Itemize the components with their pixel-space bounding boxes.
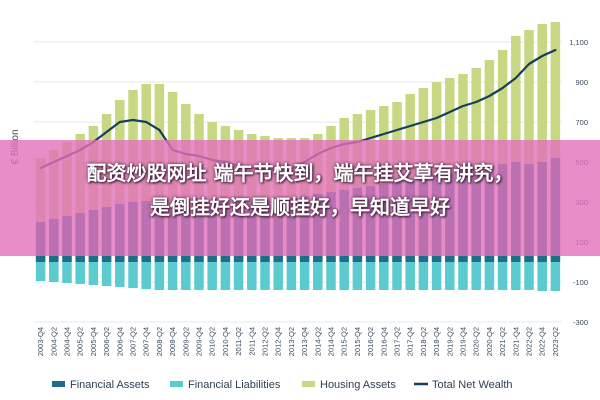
financial-liabilities-bar: [326, 262, 336, 290]
x-tick-label: 2016-Q2: [366, 327, 375, 356]
financial-liabilities-bar: [273, 262, 283, 290]
legend-label: Housing Assets: [320, 379, 396, 391]
financial-liabilities-bar: [75, 262, 85, 284]
x-tick-label: 2019-Q4: [459, 327, 468, 356]
legend-label: Total Net Wealth: [432, 379, 513, 391]
financial-liabilities-bar: [247, 262, 257, 290]
x-tick-label: 2005-Q2: [76, 327, 85, 356]
x-tick-label: 2006-Q2: [102, 327, 111, 356]
x-tick-label: 2009-Q2: [181, 327, 190, 356]
x-axis-ticks: 2003-Q4 2004-Q2 2004-Q4 2005-Q2 2005-Q4 2006-…: [36, 327, 560, 356]
financial-liabilities-bar: [458, 262, 468, 290]
x-tick-label: 2021-Q2: [498, 327, 507, 356]
x-tick-label: 2019-Q2: [445, 327, 454, 356]
financial-liabilities-bar: [88, 262, 99, 285]
overlay-banner-text: 配资炒股网址 端午节快到，端午挂艾草有讲究， 是倒挂好还是顺挂好，早知道早好: [0, 156, 600, 224]
financial-liabilities-bar: [313, 262, 323, 290]
financial-liabilities-bar: [431, 262, 442, 290]
financial-liabilities-bar: [418, 262, 429, 290]
x-tick-label: 2010-Q2: [208, 327, 217, 356]
financial-liabilities-bar: [352, 262, 363, 290]
y-tick-label: -100: [573, 278, 588, 287]
x-tick-label: 2008-Q4: [168, 327, 177, 356]
financial-liabilities-bar: [128, 262, 138, 288]
x-tick-label: 2012-Q4: [274, 327, 283, 356]
y-tick-label: 1,100: [569, 38, 588, 47]
legend: Financial Assets Financial Liabilities Hou…: [52, 379, 513, 391]
financial-liabilities-bar: [405, 262, 415, 290]
x-tick-label: 2021-Q4: [511, 327, 520, 356]
legend-label: Financial Assets: [70, 379, 150, 391]
financial-liabilities-bar: [194, 262, 204, 290]
legend-swatch: [302, 381, 315, 387]
financial-liabilities-bar: [207, 262, 217, 290]
financial-liabilities-bar: [497, 262, 508, 290]
financial-liabilities-bar: [220, 262, 231, 290]
x-tick-label: 2012-Q2: [261, 327, 270, 356]
overlay-banner: [0, 140, 600, 256]
financial-liabilities-bar: [550, 262, 561, 291]
legend-swatch: [52, 381, 65, 387]
x-tick-label: 2017-Q4: [406, 327, 415, 356]
financial-liabilities-bar: [484, 262, 495, 290]
x-tick-label: 2011-Q2: [234, 327, 243, 356]
legend-swatch: [170, 381, 183, 387]
y-tick-label: 900: [575, 78, 588, 87]
financial-liabilities-bar: [115, 262, 125, 287]
financial-liabilities-bar: [141, 262, 151, 289]
x-tick-label: 2020-Q4: [485, 327, 494, 356]
legend-label: Financial Liabilities: [188, 379, 281, 391]
financial-liabilities-bar: [445, 262, 455, 290]
financial-liabilities-bar: [35, 262, 46, 281]
x-tick-label: 2006-Q4: [115, 327, 124, 356]
x-tick-label: 2007-Q4: [142, 327, 151, 356]
financial-liabilities-bar: [49, 262, 59, 282]
financial-liabilities-bar: [62, 262, 72, 283]
x-tick-label: 2008-Q2: [155, 327, 164, 356]
x-tick-label: 2004-Q4: [63, 327, 72, 356]
x-tick-label: 2013-Q2: [287, 327, 296, 356]
financial-liabilities-bar: [154, 262, 165, 290]
financial-liabilities-bar: [299, 262, 310, 290]
x-tick-label: 2023-Q2: [551, 327, 560, 356]
overlay-line-2: 是倒挂好还是顺挂好，早知道早好: [150, 195, 450, 219]
financial-liabilities-bar: [511, 262, 521, 290]
y-tick-label: 700: [575, 118, 588, 127]
x-tick-label: 2020-Q2: [472, 327, 481, 356]
financial-liabilities-bar: [167, 262, 178, 290]
financial-liabilities-bar: [339, 262, 349, 290]
y-tick-label: -300: [573, 318, 588, 327]
x-tick-label: 2010-Q4: [221, 327, 230, 356]
x-tick-label: 2014-Q2: [313, 327, 322, 356]
overlay-line-1: 配资炒股网址 端午节快到，端午挂艾草有讲究，: [86, 161, 514, 185]
financial-liabilities-bar: [181, 262, 191, 290]
x-tick-label: 2016-Q4: [379, 327, 388, 356]
x-tick-label: 2009-Q4: [195, 327, 204, 356]
x-tick-label: 2022-Q2: [525, 327, 534, 356]
financial-liabilities-bar: [537, 262, 547, 291]
x-tick-label: 2013-Q4: [300, 327, 309, 356]
financial-liabilities-bar: [392, 262, 402, 290]
financial-liabilities-bar: [365, 262, 376, 290]
x-tick-label: 2017-Q2: [393, 327, 402, 356]
x-tick-label: 2014-Q4: [327, 327, 336, 356]
financial-liabilities-bar: [233, 262, 244, 290]
financial-liabilities-bar: [524, 262, 534, 290]
financial-liabilities-bar: [471, 262, 481, 290]
x-tick-label: 2015-Q2: [340, 327, 349, 356]
x-tick-label: 2018-Q2: [419, 327, 428, 356]
x-tick-label: 2007-Q2: [129, 327, 138, 356]
financial-liabilities-bar: [286, 262, 297, 290]
x-tick-label: 2004-Q2: [49, 327, 58, 356]
x-tick-label: 2022-Q4: [538, 327, 547, 356]
financial-liabilities-bar: [260, 262, 270, 290]
x-tick-label: 2011-Q4: [247, 327, 256, 356]
x-tick-label: 2005-Q4: [89, 327, 98, 356]
x-tick-label: 2015-Q4: [353, 327, 362, 356]
financial-liabilities-bar: [101, 262, 112, 286]
financial-liabilities-bar: [379, 262, 389, 290]
x-tick-label: 2003-Q4: [36, 327, 45, 356]
x-tick-label: 2018-Q4: [432, 327, 441, 356]
